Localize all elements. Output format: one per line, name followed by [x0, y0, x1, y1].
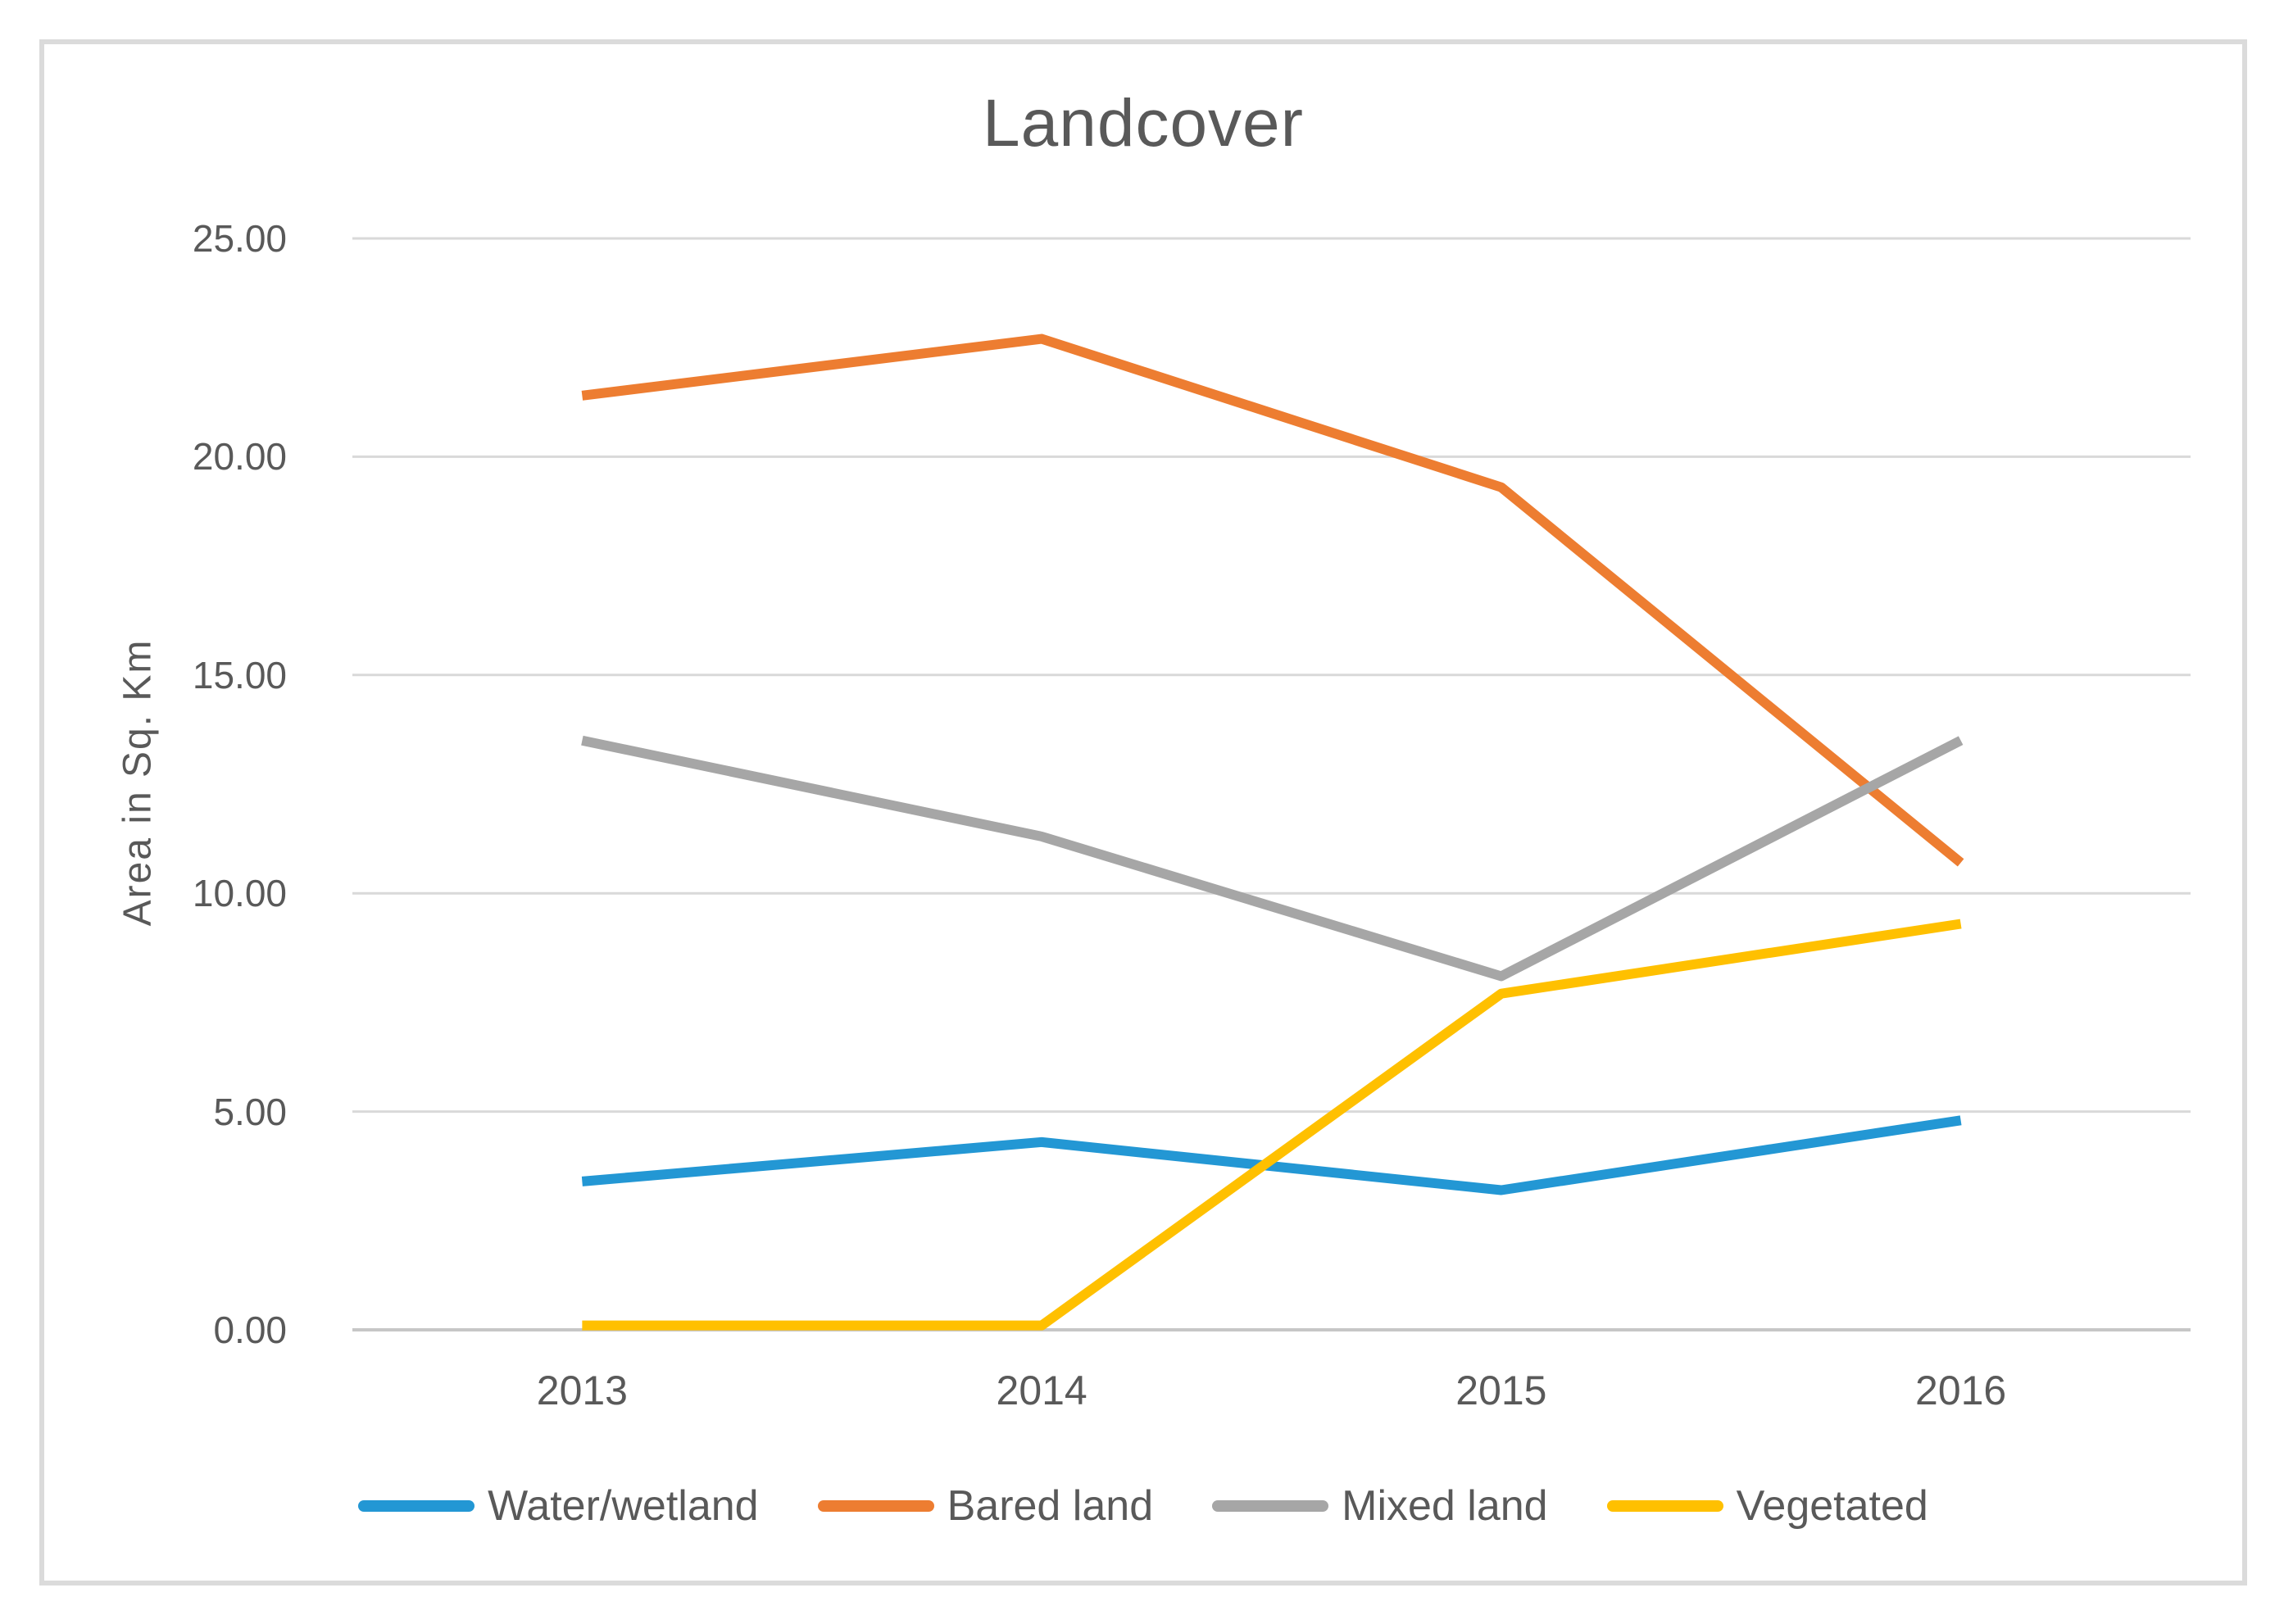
legend-label-vegetated: Vegetated: [1736, 1482, 1928, 1530]
chart-title: Landcover: [983, 86, 1304, 161]
legend-swatch-mixed-land: [1212, 1500, 1329, 1512]
x-tick-label-2015: 2015: [1455, 1368, 1547, 1413]
y-tick-label: 20.00: [192, 435, 287, 479]
y-tick-label: 15.00: [192, 653, 287, 696]
legend: Water/wetland Bared land Mixed land Vegetat…: [39, 1481, 2247, 1531]
legend-item-bared-land: Bared land: [817, 1481, 1154, 1531]
legend-item-water-wetland: Water/wetland: [358, 1481, 759, 1531]
y-tick-label: 25.00: [192, 217, 287, 260]
legend-label-water-wetland: Water/wetland: [488, 1482, 759, 1530]
series-line-vegetated: [582, 919, 1962, 1331]
y-tick-label: 10.00: [192, 872, 287, 915]
legend-swatch-vegetated: [1606, 1500, 1723, 1512]
legend-label-mixed-land: Mixed land: [1342, 1482, 1548, 1530]
legend-swatch-water-wetland: [358, 1500, 475, 1512]
x-tick-label-2014: 2014: [996, 1368, 1087, 1413]
legend-swatch-bared-land: [817, 1500, 934, 1512]
x-tick-label-2013: 2013: [536, 1368, 628, 1413]
chart-frame: [39, 39, 2247, 1585]
series-line-water-wetland: [581, 1115, 1962, 1195]
legend-label-bared-land: Bared land: [947, 1482, 1154, 1530]
series-line-mixed-land: [581, 735, 1964, 982]
series-line-bared-land: [581, 333, 1964, 867]
legend-item-vegetated: Vegetated: [1606, 1481, 1928, 1531]
y-tick-label: 5.00: [213, 1090, 287, 1133]
x-tick-label-2016: 2016: [1915, 1368, 2007, 1413]
legend-item-mixed-land: Mixed land: [1212, 1481, 1548, 1531]
y-tick-label: 0.00: [213, 1309, 287, 1351]
